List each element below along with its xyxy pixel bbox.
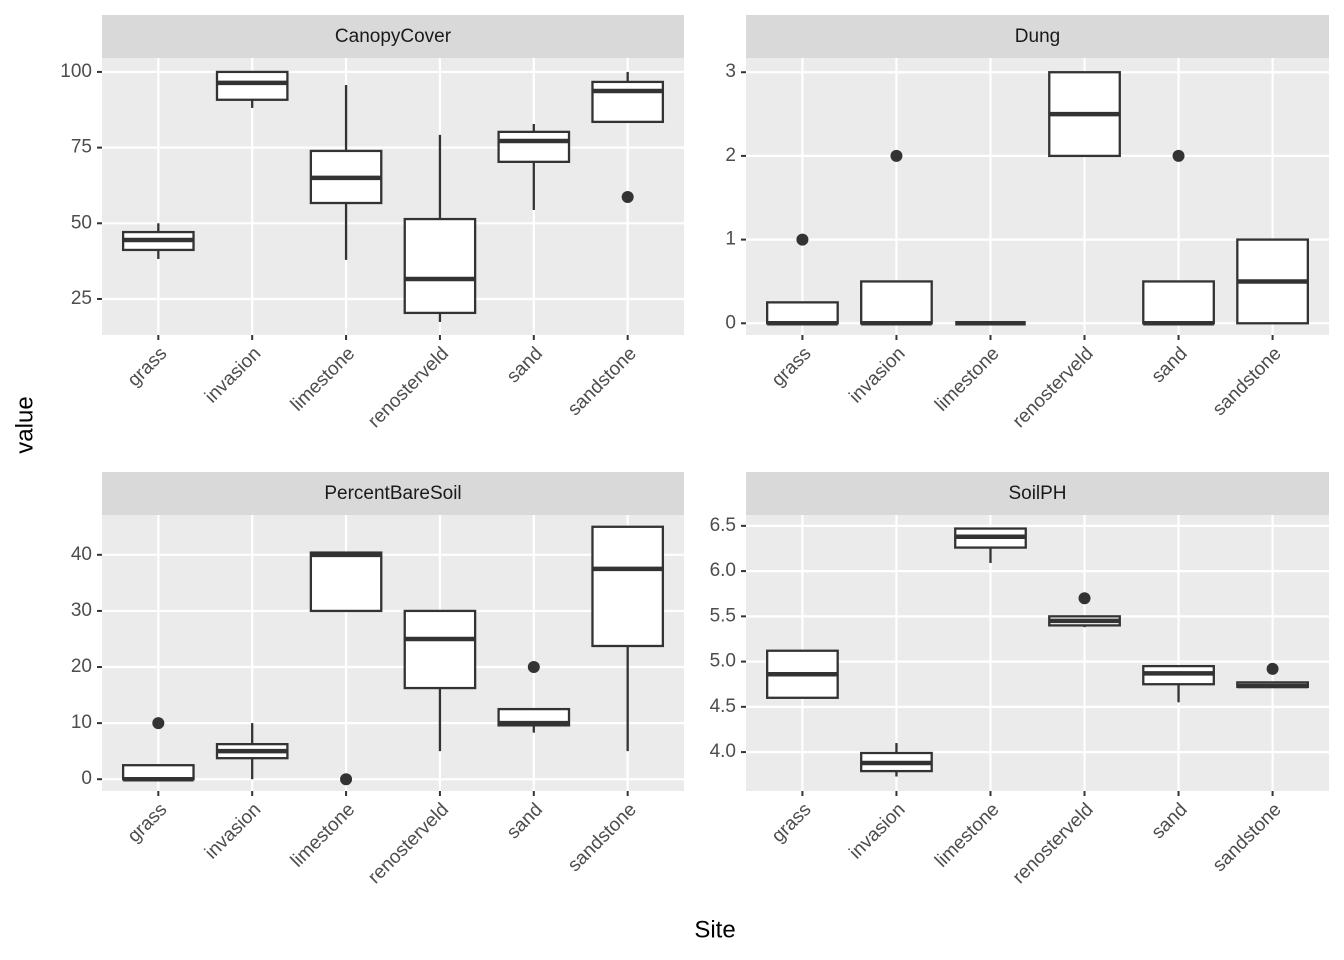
outlier [890, 149, 903, 162]
panel-background [746, 58, 1329, 335]
panel-background [746, 515, 1329, 791]
strip-title: Dung [1015, 26, 1060, 47]
y-tick-label: 0 [725, 312, 736, 333]
box [1142, 280, 1215, 325]
y-tick-label: 5.5 [710, 605, 736, 626]
y-tick-label: 3 [725, 61, 736, 82]
outlier [527, 661, 540, 674]
outlier [340, 773, 353, 786]
outlier [621, 190, 634, 203]
strip [102, 472, 684, 515]
outlier [152, 717, 165, 730]
strip [102, 15, 684, 58]
y-tick-label: 75 [71, 137, 92, 158]
box [309, 551, 383, 613]
y-tick-label: 100 [60, 61, 92, 82]
strip-title: CanopyCover [335, 26, 452, 47]
y-tick-label: 40 [71, 544, 92, 565]
y-tick-label: 5.0 [710, 651, 736, 672]
y-axis-title: value [11, 396, 38, 453]
y-tick-label: 6.0 [710, 560, 736, 581]
box [497, 130, 571, 163]
strip [746, 472, 1329, 515]
strip [746, 15, 1329, 58]
outlier [1266, 662, 1279, 675]
panel-background [102, 515, 684, 791]
y-tick-label: 4.5 [710, 696, 736, 717]
box [591, 80, 665, 124]
box [766, 301, 839, 325]
strip-title: PercentBareSoil [324, 483, 461, 504]
panel-background [102, 58, 684, 335]
y-tick-label: 25 [71, 288, 92, 309]
y-tick-label: 30 [71, 600, 92, 621]
x-axis-title: Site [694, 916, 735, 943]
y-tick-label: 4.0 [710, 741, 736, 762]
y-tick-label: 20 [71, 656, 92, 677]
outlier [796, 233, 809, 246]
y-tick-label: 10 [71, 712, 92, 733]
box [860, 280, 933, 325]
outlier [1172, 149, 1185, 162]
y-tick-label: 6.5 [710, 515, 736, 536]
box [403, 609, 477, 690]
y-tick-label: 50 [71, 212, 92, 233]
y-tick-label: 2 [725, 145, 736, 166]
y-tick-label: 0 [81, 768, 92, 789]
y-tick-label: 1 [725, 229, 736, 250]
box [215, 70, 289, 101]
box [591, 525, 665, 648]
outlier [1078, 592, 1091, 605]
strip-title: SoilPH [1008, 483, 1066, 504]
box [403, 217, 477, 315]
